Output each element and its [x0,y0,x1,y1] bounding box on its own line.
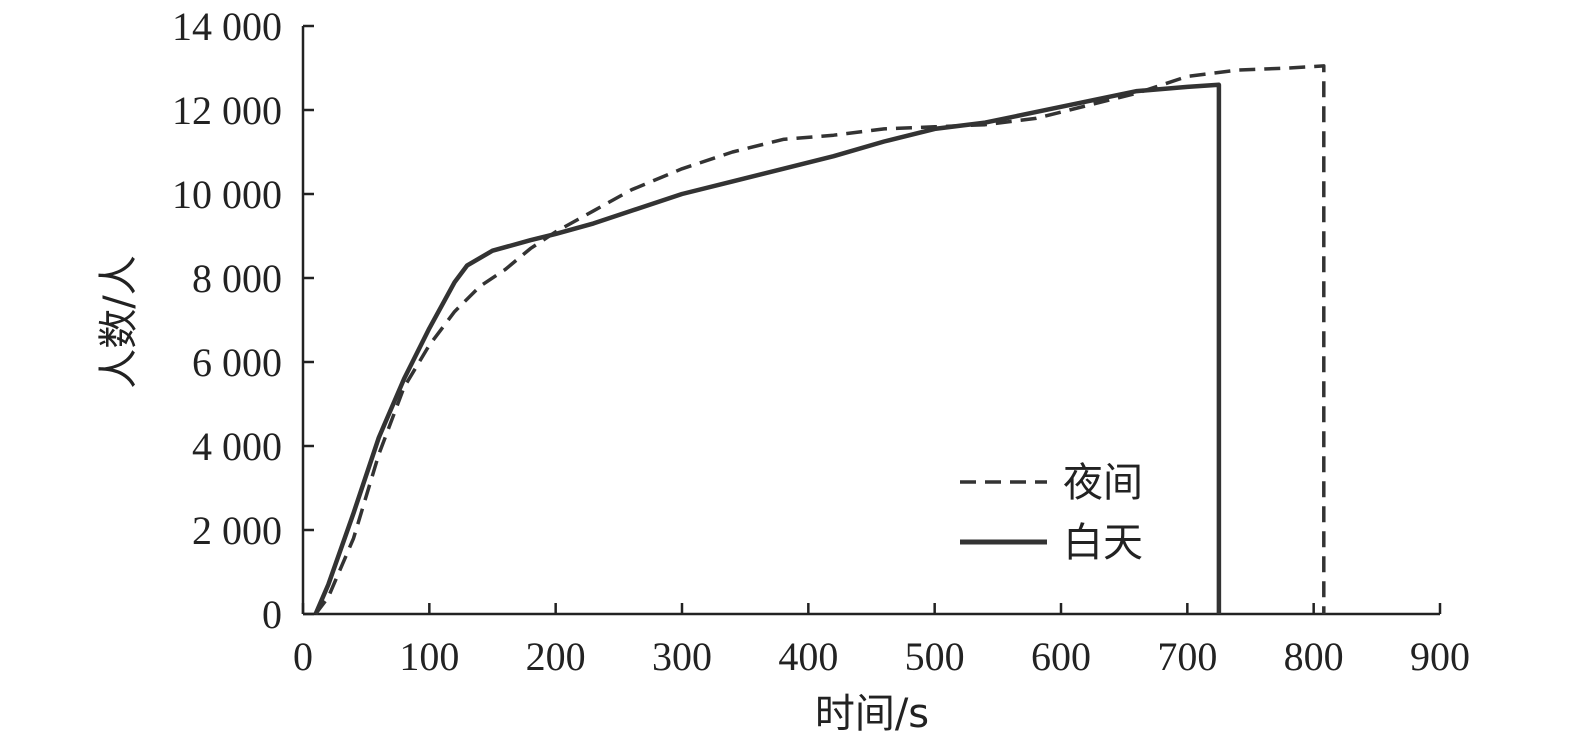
axes: 0 100 200 300 400 500 600 700 800 900 0 2 000 4 000 6… [172,4,1470,679]
x-tick-label: 600 [1031,634,1091,679]
x-tick-label: 0 [293,634,313,679]
x-tick-label: 800 [1284,634,1344,679]
x-tick-label: 500 [905,634,965,679]
y-tick-label: 8 000 [192,256,282,301]
y-axis-title: 人数/人 [96,255,142,388]
y-tick-label: 14 000 [172,4,282,49]
x-axis-title: 时间/s [815,691,929,737]
y-tick-label: 0 [262,592,282,637]
series-layer [313,64,1326,616]
series-line-1 [314,64,1326,616]
y-tick-label: 12 000 [172,88,282,133]
legend-label: 夜间 [1063,460,1143,506]
x-tick-label: 200 [526,634,586,679]
y-tick-label: 10 000 [172,172,282,217]
x-tick-label: 300 [652,634,712,679]
series-line-2 [313,82,1222,615]
x-tick-label: 400 [778,634,838,679]
x-tick-label: 700 [1157,634,1217,679]
y-tick-label: 2 000 [192,508,282,553]
x-tick-label: 900 [1410,634,1470,679]
x-tick-label: 100 [399,634,459,679]
y-tick-label: 6 000 [192,340,282,385]
legend-label: 白天 [1063,520,1143,566]
y-tick-label: 4 000 [192,424,282,469]
